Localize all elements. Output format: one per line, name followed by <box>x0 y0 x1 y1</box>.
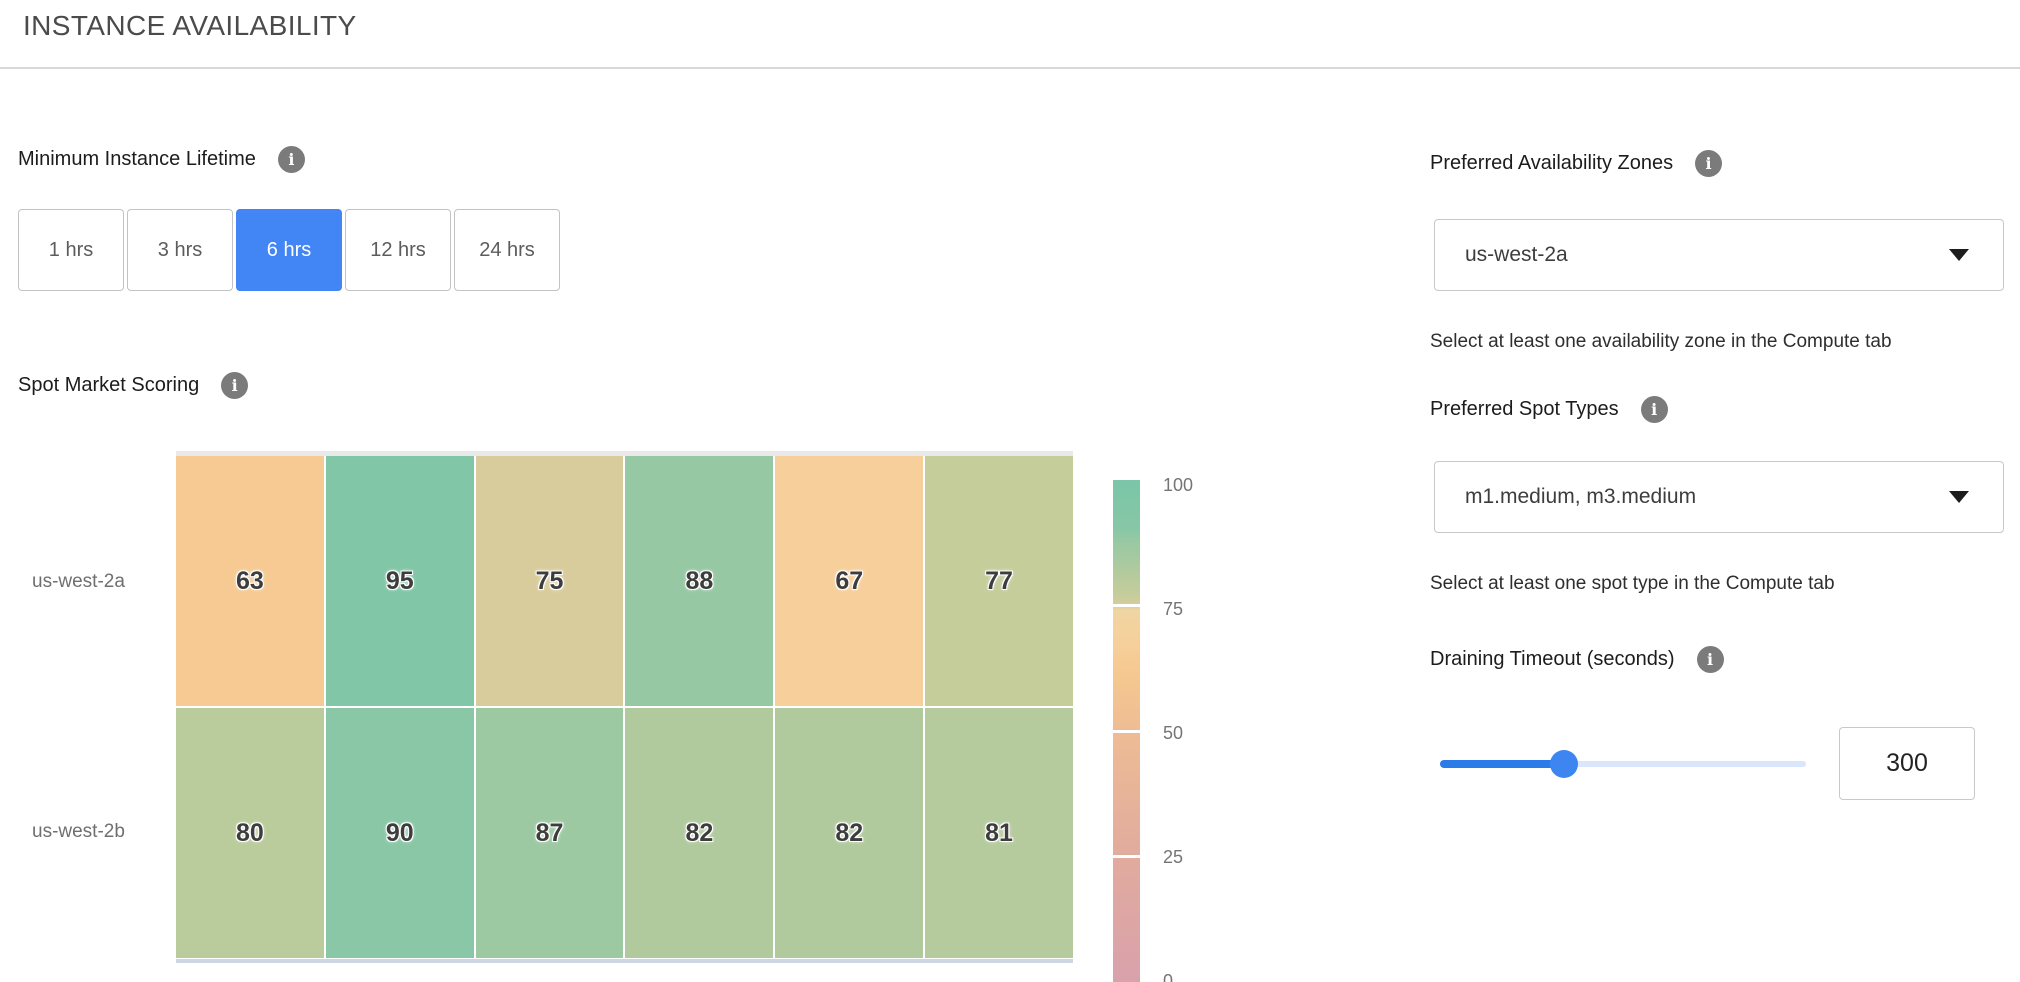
colorbar-tick: 100 <box>1163 475 1194 495</box>
info-icon[interactable]: i <box>221 372 249 399</box>
chevron-down-icon <box>1949 249 1969 261</box>
info-icon[interactable]: i <box>1695 150 1723 177</box>
colorbar-segment-gap <box>1113 855 1140 858</box>
heatmap-cell: 81 <box>925 708 1073 958</box>
spot-types-help: Select at least one spot type in the Com… <box>1430 573 1835 594</box>
spot-types-select[interactable]: m1.medium, m3.medium <box>1434 461 2004 533</box>
lifetime-option-1-hrs[interactable]: 1 hrs <box>18 209 124 291</box>
info-icon-glyph: i <box>1651 399 1658 419</box>
heatmap-cell: 80 <box>176 708 324 958</box>
heatmap-bottom-axis <box>176 959 1073 963</box>
colorbar <box>1113 480 1140 982</box>
info-icon-glyph: i <box>231 375 238 395</box>
lifetime-option-12-hrs[interactable]: 12 hrs <box>345 209 451 291</box>
preferred-spot-types-section: Preferred Spot Types i <box>1430 396 1668 423</box>
heatmap-cell: 95 <box>325 456 474 706</box>
colorbar-tick: 0 <box>1163 971 1174 982</box>
info-icon[interactable]: i <box>1640 396 1668 423</box>
header-divider <box>0 67 2020 69</box>
colorbar-tick: 25 <box>1163 847 1184 867</box>
info-icon[interactable]: i <box>1696 646 1724 673</box>
minimum-instance-lifetime-section: Minimum Instance Lifetime i <box>18 146 305 173</box>
heatmap-cell: 87 <box>475 708 624 958</box>
lifetime-button-group: 1 hrs 3 hrs 6 hrs 12 hrs 24 hrs <box>18 209 560 291</box>
preferred-availability-zones-label: Preferred Availability Zones <box>1430 152 1674 174</box>
colorbar-tick: 50 <box>1163 723 1184 743</box>
minimum-instance-lifetime-label: Minimum Instance Lifetime <box>18 148 256 170</box>
availability-zones-select[interactable]: us-west-2a <box>1434 219 2004 291</box>
preferred-spot-types-label: Preferred Spot Types <box>1430 398 1619 420</box>
lifetime-option-3-hrs[interactable]: 3 hrs <box>127 209 233 291</box>
slider-fill <box>1440 760 1565 768</box>
info-icon-glyph: i <box>288 149 295 169</box>
heatmap-cell: 77 <box>925 456 1073 706</box>
heatmap-cell: 63 <box>176 456 324 706</box>
colorbar-tick: 75 <box>1163 599 1184 619</box>
spot-types-value: m1.medium, m3.medium <box>1465 485 1697 508</box>
info-icon-glyph: i <box>1707 649 1714 669</box>
heatmap-cell: 67 <box>775 456 924 706</box>
draining-timeout-section: Draining Timeout (seconds) i <box>1430 646 1724 673</box>
colorbar-segment-gap <box>1113 729 1140 733</box>
draining-timeout-input[interactable] <box>1839 727 1975 800</box>
slider-track[interactable] <box>1440 760 1806 768</box>
lifetime-option-6-hrs[interactable]: 6 hrs <box>236 209 342 291</box>
heatmap-row-label: us-west-2b <box>32 821 125 842</box>
heatmap: 63 95 75 88 67 77 80 90 87 82 82 81 <box>176 451 1073 958</box>
heatmap-row-label: us-west-2a <box>32 571 125 592</box>
heatmap-cell: 90 <box>325 708 474 958</box>
info-icon[interactable]: i <box>277 146 305 173</box>
colorbar-segment-gap <box>1113 604 1140 607</box>
availability-zones-help: Select at least one availability zone in… <box>1430 331 1892 352</box>
info-icon-glyph: i <box>1705 153 1712 173</box>
chevron-down-icon <box>1949 491 1969 503</box>
heatmap-cell: 75 <box>475 456 624 706</box>
spot-market-scoring-label: Spot Market Scoring <box>18 374 200 396</box>
heatmap-cell: 88 <box>625 456 774 706</box>
preferred-availability-zones-section: Preferred Availability Zones i <box>1430 150 1723 177</box>
lifetime-option-24-hrs[interactable]: 24 hrs <box>454 209 560 291</box>
spot-market-scoring-section: Spot Market Scoring i <box>18 372 249 399</box>
heatmap-cell: 82 <box>625 708 774 958</box>
heatmap-grid: 63 95 75 88 67 77 80 90 87 82 82 81 <box>176 456 1073 958</box>
page-title: INSTANCE AVAILABILITY <box>23 10 357 41</box>
slider-thumb[interactable] <box>1550 750 1579 778</box>
draining-timeout-slider[interactable] <box>1440 749 1806 779</box>
heatmap-cell: 82 <box>775 708 924 958</box>
availability-zones-value: us-west-2a <box>1465 243 1568 266</box>
draining-timeout-label: Draining Timeout (seconds) <box>1430 648 1675 670</box>
